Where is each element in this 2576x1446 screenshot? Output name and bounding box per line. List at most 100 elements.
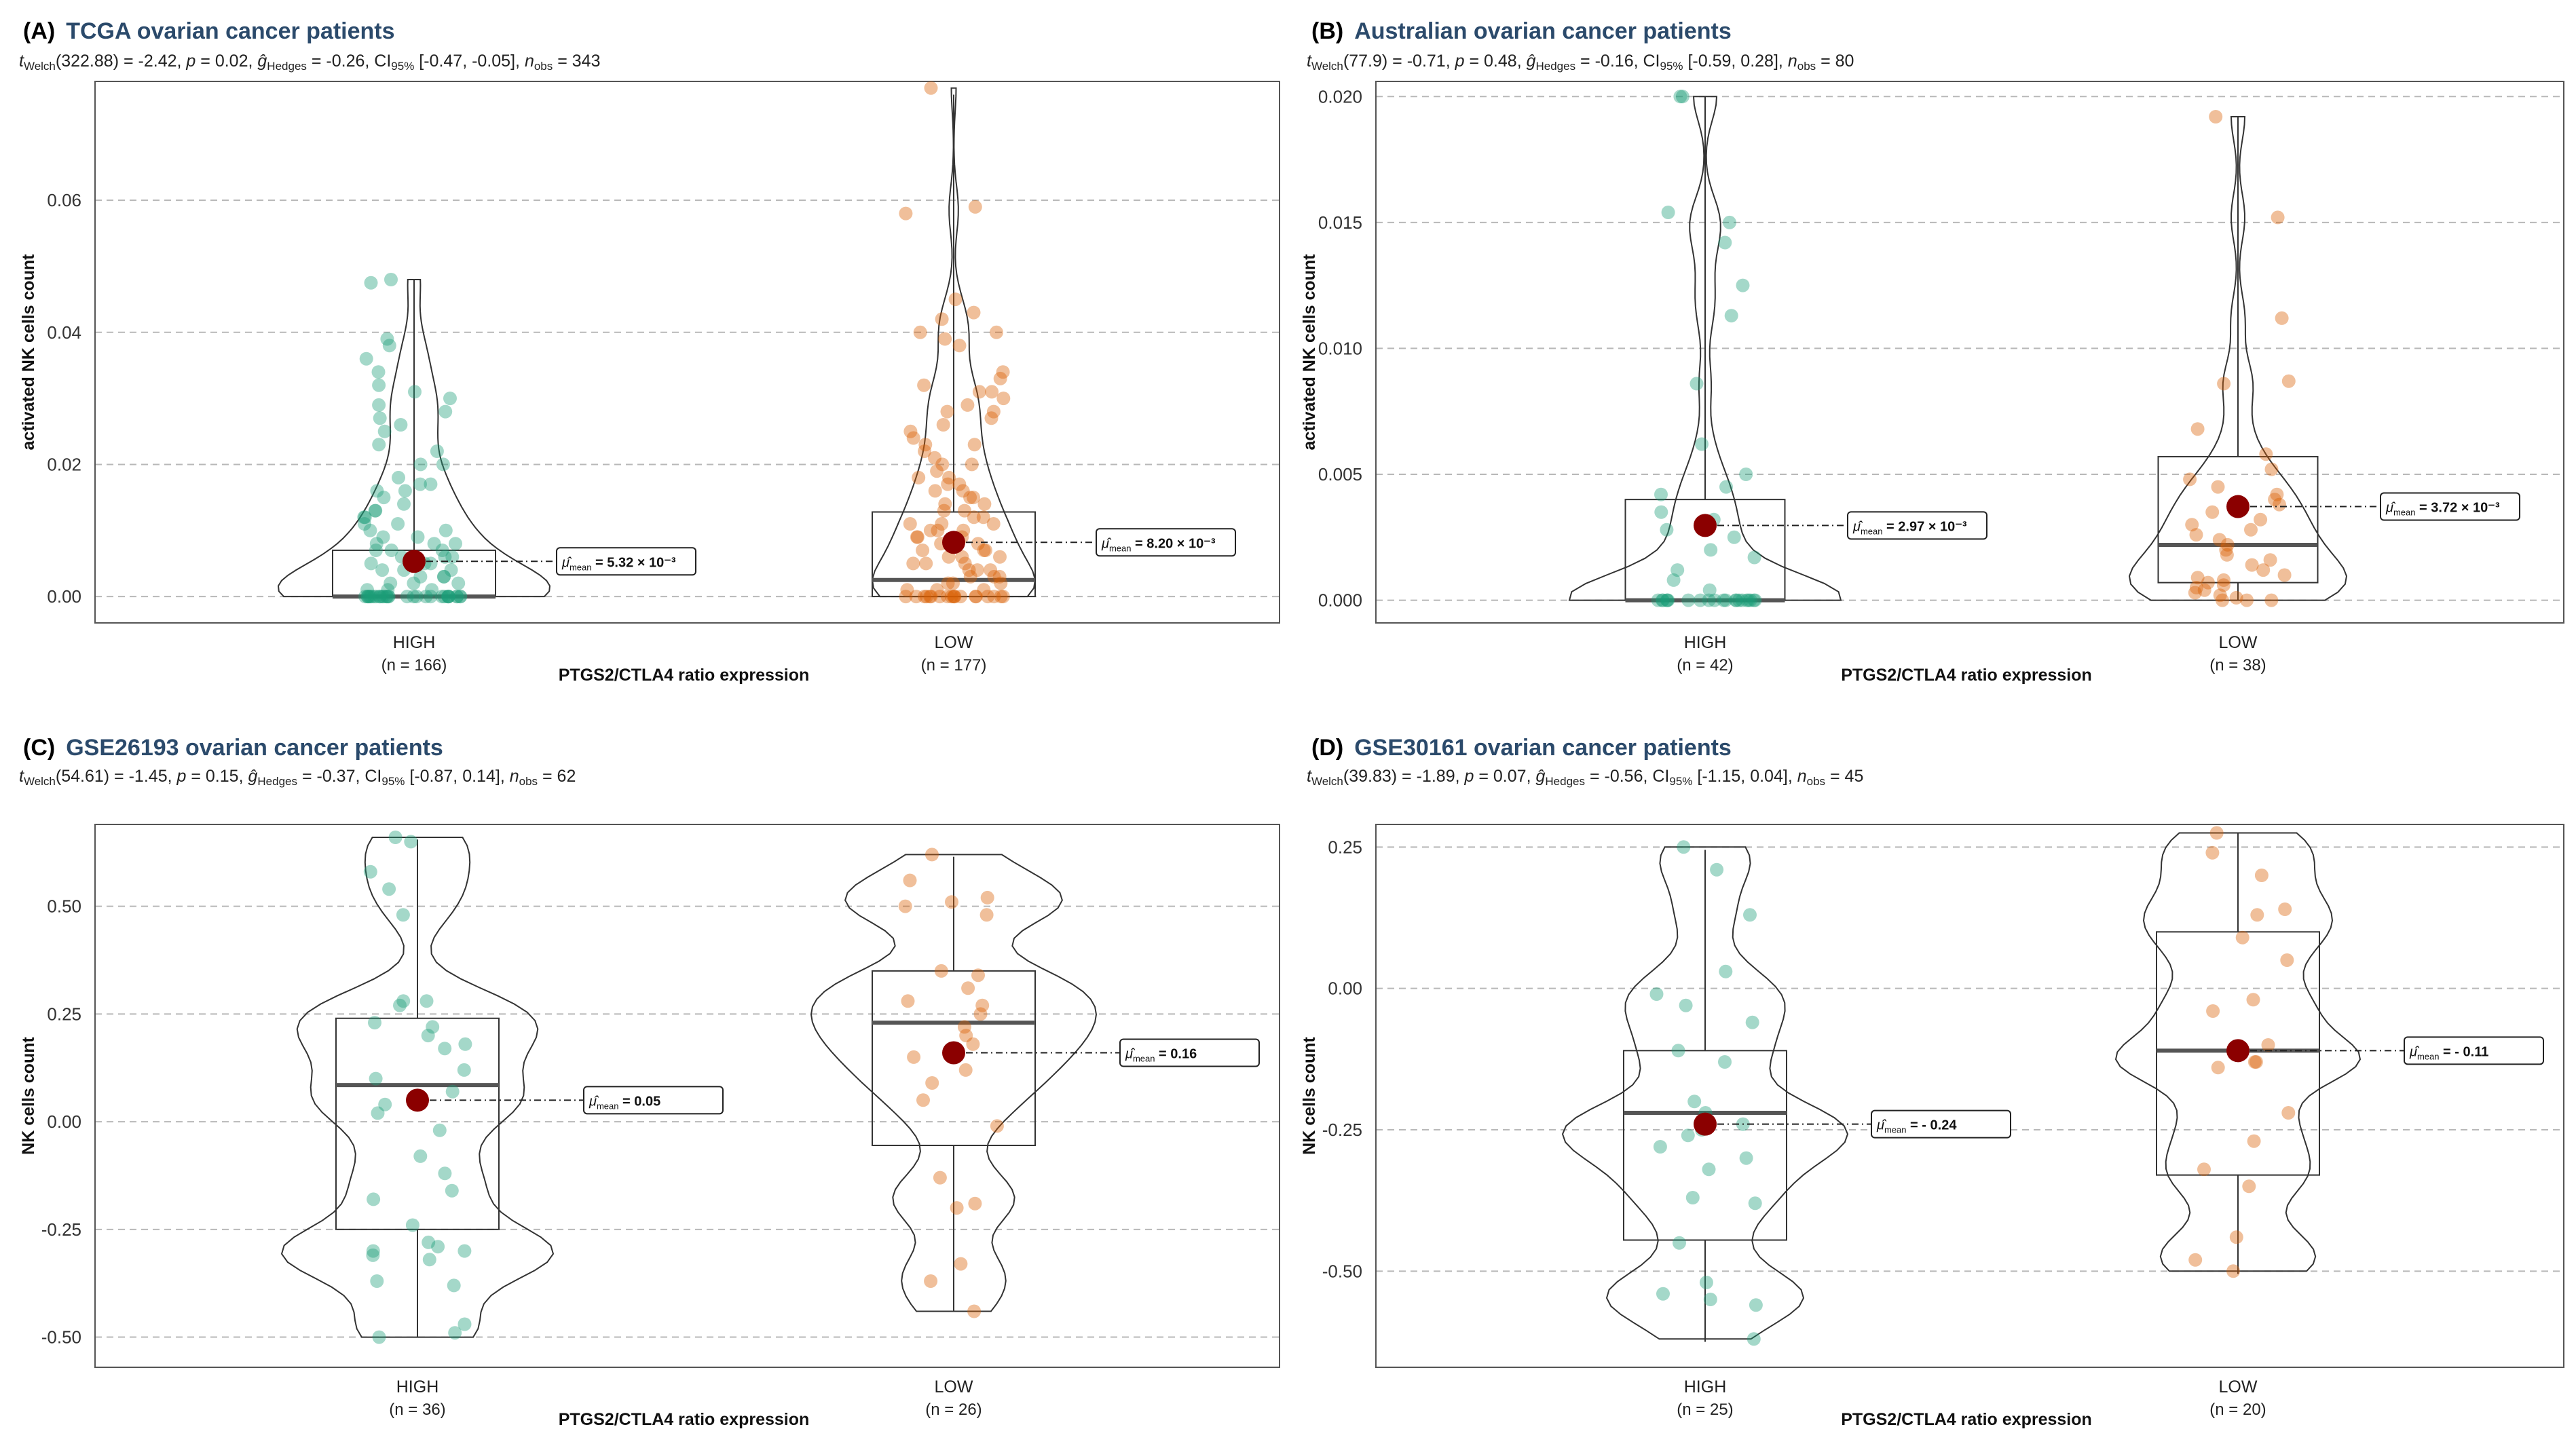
data-point	[457, 1063, 471, 1077]
data-point	[2256, 563, 2271, 577]
data-point	[392, 470, 405, 484]
data-point	[2249, 1055, 2263, 1069]
panel-b: (B) Australian ovarian cancer patients tW…	[1288, 0, 2576, 719]
data-point	[1719, 964, 1733, 978]
mean-label-text: μ̂mean = 8.20 × 10⁻³	[1101, 536, 1216, 553]
y-tick-label: -0.25	[41, 1219, 81, 1240]
data-point	[364, 590, 378, 604]
data-point	[1743, 908, 1757, 922]
data-point	[397, 497, 411, 511]
data-point	[430, 444, 444, 458]
x-tick-n-label: (n = 42)	[1677, 656, 1733, 674]
data-point	[366, 1248, 380, 1262]
data-point	[1654, 487, 1668, 501]
data-point	[360, 583, 374, 597]
data-point	[1681, 593, 1696, 607]
data-point	[362, 590, 377, 604]
y-tick-label: 0.00	[47, 1111, 81, 1132]
data-point	[972, 385, 986, 399]
stat-p: 0.15	[205, 767, 239, 786]
data-point	[1739, 468, 1753, 481]
data-point	[937, 503, 951, 518]
data-point	[1748, 1196, 1762, 1211]
data-point	[2263, 553, 2277, 567]
data-point	[424, 556, 438, 571]
data-point	[2190, 422, 2205, 436]
data-point	[425, 583, 439, 597]
plot-frame	[1375, 824, 2564, 1368]
data-point	[398, 484, 412, 498]
data-point	[968, 199, 982, 214]
data-point	[976, 510, 990, 525]
data-point	[370, 1274, 384, 1288]
data-point	[963, 569, 977, 584]
data-point	[986, 517, 1001, 531]
data-point	[2240, 593, 2254, 607]
data-point	[1732, 593, 1746, 607]
data-point	[369, 1071, 383, 1086]
stat-n: 62	[557, 767, 576, 786]
data-point	[419, 590, 433, 604]
data-point	[2201, 575, 2215, 590]
panel-a: (A) TCGA ovarian cancer patients tWelch(3…	[0, 0, 1288, 719]
data-point	[2247, 1055, 2262, 1069]
x-tick-n-label: (n = 166)	[381, 656, 447, 674]
data-point	[957, 1020, 971, 1034]
data-point	[362, 590, 376, 604]
data-point	[941, 576, 955, 590]
data-point	[435, 544, 449, 557]
data-point	[2190, 571, 2205, 585]
data-point	[933, 1171, 947, 1185]
data-point	[371, 1106, 385, 1120]
data-point	[2277, 568, 2292, 582]
data-point	[424, 477, 438, 491]
mean-label-box: μ̂mean = - 0.11	[2404, 1036, 2544, 1065]
y-axis-label: NK cells count	[19, 1037, 38, 1155]
data-point	[1656, 593, 1670, 607]
mean-label-text: μ̂mean = - 0.24	[1876, 1118, 1957, 1135]
data-point	[1747, 1332, 1761, 1346]
data-point	[2275, 311, 2289, 325]
x-tick-label: LOW	[2219, 633, 2258, 652]
x-tick-n-label: (n = 177)	[921, 656, 987, 674]
data-point	[909, 590, 923, 604]
data-point	[1670, 563, 1685, 577]
data-point	[901, 994, 915, 1008]
stat-t: -2.42	[138, 52, 177, 71]
data-point	[994, 576, 1008, 590]
box-low	[2156, 931, 2320, 1176]
data-point	[408, 385, 422, 399]
stat-ci: [-1.15, 0.04]	[1697, 767, 1788, 786]
data-point	[2189, 581, 2203, 594]
data-point	[992, 569, 1007, 584]
chart-svg: -0.50 -0.25 0.00 0.25 NK cells count PTGS2/CT…	[1300, 824, 2564, 1429]
data-point	[372, 378, 386, 392]
data-point	[411, 530, 425, 544]
data-point	[380, 332, 394, 346]
data-point	[963, 491, 977, 505]
data-point	[453, 590, 468, 604]
data-point	[369, 503, 383, 518]
violin-high	[277, 279, 551, 598]
box-high	[335, 1017, 500, 1230]
x-tick-n-label: (n = 25)	[1677, 1401, 1733, 1419]
stat-line: tWelch(322.88) = -2.42, p = 0.02, ĝHedge…	[19, 52, 601, 73]
data-point	[388, 831, 403, 844]
data-point	[986, 404, 1001, 419]
data-point	[980, 890, 994, 905]
data-point	[438, 404, 453, 419]
data-point	[367, 590, 381, 604]
data-point	[973, 1007, 988, 1021]
data-point	[968, 1196, 982, 1211]
x-tick-label: HIGH	[1684, 1377, 1727, 1396]
data-point	[409, 590, 424, 604]
data-point	[910, 530, 924, 544]
data-point	[2250, 908, 2264, 922]
mean-label-text: μ̂mean = - 0.11	[2409, 1044, 2488, 1061]
data-point	[424, 590, 438, 604]
data-point	[447, 1278, 461, 1293]
mean-label-frame	[556, 547, 696, 576]
data-point	[2219, 543, 2233, 557]
x-tick-n-label: (n = 20)	[2209, 1401, 2266, 1419]
data-point	[984, 563, 998, 577]
